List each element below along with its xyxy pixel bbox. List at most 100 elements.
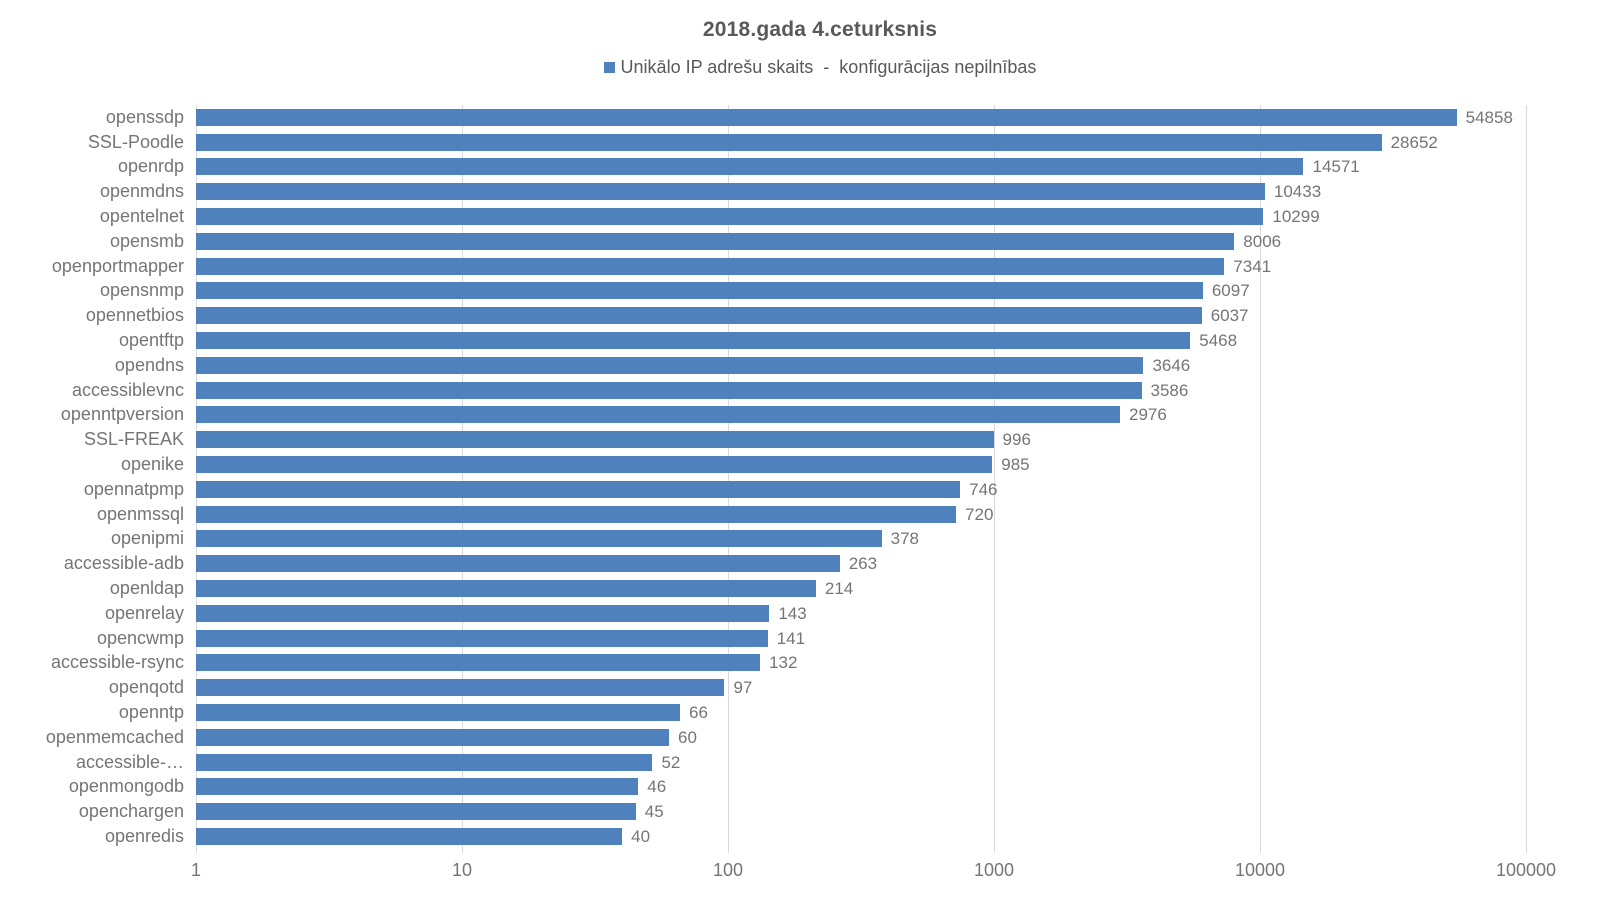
bar [196,555,840,573]
bar-row: 52 [196,750,1526,775]
bar [196,158,1304,176]
category-label: opennetbios [85,305,184,326]
bar-row: 985 [196,452,1526,477]
value-label: 97 [733,678,753,698]
value-label: 60 [677,727,697,747]
legend-label: Unikālo IP adrešu skaits - konfigurācija… [620,57,1037,77]
bar [196,133,1382,151]
bar [196,108,1457,126]
bar-row: 2976 [196,403,1526,428]
bar-row: 720 [196,502,1526,527]
bar-row: 28652 [196,130,1526,155]
plot-area: 54858 28652 14571 10433 10299 8006 7341 6097 603… [196,105,1526,849]
value-label: 28652 [1390,132,1438,152]
bar [196,604,770,622]
legend-marker-icon [603,62,615,73]
category-label: openredis [104,826,184,847]
bar [196,778,639,796]
value-label: 6037 [1210,306,1249,326]
category-label: openntpversion [60,404,184,425]
bar-row: 54858 [196,105,1526,130]
gridline [994,105,995,853]
bar [196,282,1203,300]
value-label: 378 [890,529,919,549]
bar-row: 60 [196,725,1526,750]
value-label: 3646 [1152,355,1191,375]
bar [196,332,1191,350]
category-label: openrdp [117,156,184,177]
value-label: 5468 [1199,331,1238,351]
x-axis-tick-label: 10 [451,860,473,880]
value-label: 8006 [1243,231,1282,251]
bar [196,654,761,672]
bar [196,505,957,523]
category-label: openmdns [99,181,184,202]
category-label: openldap [109,578,184,599]
bar-row: 746 [196,477,1526,502]
value-label: 141 [776,628,806,648]
value-label: 40 [631,827,651,847]
value-label: 720 [965,504,994,524]
value-label: 996 [1002,430,1031,450]
bar [196,208,1264,226]
category-label: opensmb [109,230,184,251]
bar [196,629,768,647]
category-label: accessible-rsync [50,652,184,673]
x-axis-tick-label: 1000 [973,860,1015,880]
bar [196,679,725,697]
bar-row: 378 [196,527,1526,552]
category-label: opentftp [118,330,184,351]
bar [196,431,994,449]
value-label: 54858 [1465,107,1513,127]
category-label: opentelnet [99,206,184,227]
value-label: 14571 [1312,157,1360,177]
x-axis-tick-label: 10000 [1234,860,1286,880]
bar-row: 10299 [196,204,1526,229]
bar [196,381,1142,399]
value-label: 985 [1001,455,1030,475]
value-label: 46 [647,777,667,797]
legend-entry: Unikālo IP adrešu skaits - konfigurācija… [603,57,1037,78]
bar [196,530,882,548]
category-label: accessible-… [75,751,184,772]
bar-row: 6037 [196,303,1526,328]
category-label: SSL-Poodle [87,131,184,152]
gridline [1260,105,1261,853]
bar-row: 141 [196,626,1526,651]
bar-row: 214 [196,576,1526,601]
bar-row: 143 [196,601,1526,626]
bar [196,456,993,474]
category-label: SSL-FREAK [83,429,184,450]
bar [196,580,816,598]
x-axis-tick-label: 100000 [1495,860,1557,880]
category-label: openmssql [96,503,184,524]
bar [196,232,1235,250]
category-label: openportmapper [51,255,184,276]
bar-row: 45 [196,799,1526,824]
value-label: 52 [661,752,681,772]
value-label: 66 [688,703,708,723]
bar [196,480,961,498]
value-label: 214 [824,579,854,599]
bar [196,803,636,821]
gridline [462,105,463,853]
category-label: openrelay [104,602,184,623]
bar-row: 66 [196,700,1526,725]
category-label: openmongodb [68,776,184,797]
category-label: openqotd [108,677,184,698]
value-label: 132 [769,653,798,673]
bar-row: 14571 [196,155,1526,180]
category-label: opensnmp [99,280,184,301]
bar [196,257,1225,275]
value-label: 10299 [1272,207,1320,227]
bar [196,356,1144,374]
bar-row: 5468 [196,328,1526,353]
x-axis-tick-label: 1 [190,860,202,880]
category-label: openipmi [110,528,184,549]
category-label: openike [120,454,184,475]
category-label: openntp [118,702,184,723]
bar-row: 46 [196,775,1526,800]
category-label: openchargen [78,801,184,822]
chart-title: 2018.gada 4.ceturksnis [702,18,938,41]
bar-row: 97 [196,675,1526,700]
